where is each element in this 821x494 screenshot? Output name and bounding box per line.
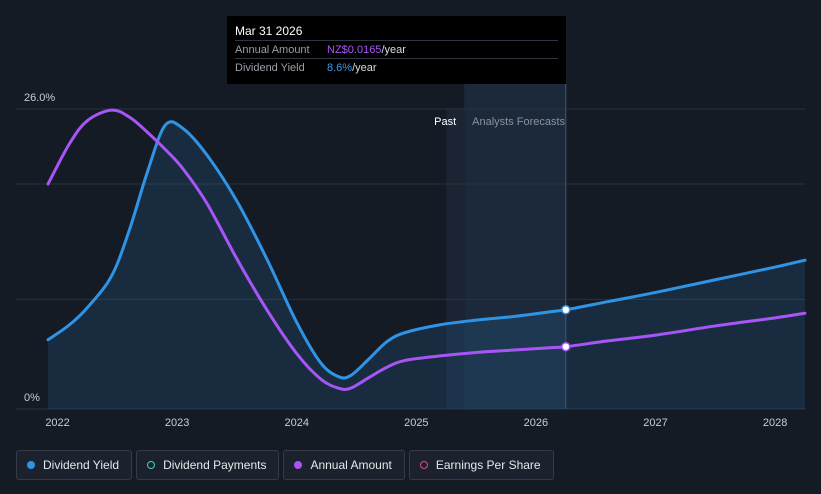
x-tick-label: 2026: [524, 417, 548, 429]
series-areas: [48, 121, 805, 409]
x-tick-label: 2028: [763, 417, 787, 429]
y-tick-label: 0%: [24, 392, 40, 404]
legend-dot-annual-amount: [294, 461, 303, 469]
annual-amount-marker: [561, 341, 571, 352]
tooltip-date: Mar 31 2026: [235, 24, 303, 38]
legend-dot-dividend-yield: [27, 461, 35, 469]
dividend-yield-line: [46, 120, 807, 380]
legend-item-earnings-per-share[interactable]: Earnings Per Share: [408, 450, 554, 480]
gridlines: [16, 108, 805, 410]
tooltip-dividend-yield-unit: /year: [352, 61, 377, 74]
tooltip: Mar 31 2026 Annual Amount NZ$0.0165 /yea…: [227, 16, 566, 84]
legend: Dividend Yield Dividend Payments Annual …: [16, 450, 554, 480]
tooltip-row-dividend-yield: Dividend Yield 8.6% /year: [235, 58, 558, 76]
x-tick-label: 2024: [285, 417, 309, 429]
tooltip-dividend-yield-label: Dividend Yield: [235, 61, 305, 74]
tooltip-annual-amount-unit: /year: [381, 43, 406, 56]
annual-amount-line: [46, 108, 807, 391]
x-tick-label: 2023: [165, 417, 189, 429]
legend-item-dividend-yield[interactable]: Dividend Yield: [16, 450, 133, 480]
dividend-chart: 26.0% 0% 2022 2023 2024 2025 2026 2027 2028 Past A…: [16, 84, 807, 429]
x-tick-label: 2022: [45, 417, 69, 429]
legend-label: Dividend Yield: [43, 458, 120, 472]
legend-label: Dividend Payments: [163, 458, 267, 472]
past-label: Past: [434, 116, 456, 128]
y-tick-label: 26.0%: [24, 92, 55, 104]
tooltip-row-annual-amount: Annual Amount NZ$0.0165 /year: [235, 40, 558, 58]
x-tick-label: 2027: [643, 417, 667, 429]
x-tick-label: 2025: [404, 417, 428, 429]
legend-label: Earnings Per Share: [435, 458, 541, 472]
forecast-label: Analysts Forecasts: [472, 116, 565, 128]
selected-markers[interactable]: [561, 305, 571, 352]
legend-dot-earnings-per-share: [419, 461, 428, 469]
legend-item-annual-amount[interactable]: Annual Amount: [283, 450, 405, 480]
legend-item-dividend-payments[interactable]: Dividend Payments: [136, 450, 280, 480]
tooltip-annual-amount-value: NZ$0.0165: [327, 43, 382, 56]
tooltip-dividend-yield-value: 8.6%: [327, 61, 353, 74]
forecast-region: [464, 84, 566, 409]
dividend-yield-area: [48, 121, 805, 409]
dividend-yield-marker: [561, 305, 571, 315]
legend-dot-dividend-payments: [147, 461, 156, 469]
axis-labels: 26.0% 0% 2022 2023 2024 2025 2026 2027 2028 Past A…: [24, 92, 787, 429]
series-lines: [46, 108, 807, 391]
legend-label: Annual Amount: [310, 458, 392, 472]
tooltip-annual-amount-label: Annual Amount: [235, 43, 310, 56]
